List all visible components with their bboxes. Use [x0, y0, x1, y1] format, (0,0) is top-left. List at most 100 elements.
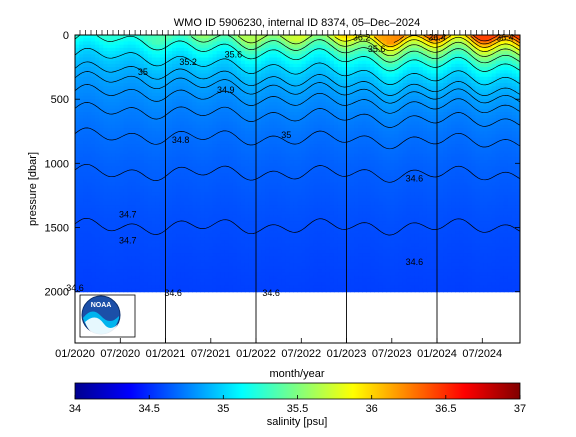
salinity-cell — [99, 112, 104, 116]
salinity-cell — [143, 67, 149, 71]
salinity-cell — [111, 163, 117, 168]
salinity-cell — [228, 237, 234, 241]
salinity-cell — [147, 51, 153, 55]
salinity-cell — [220, 131, 226, 136]
salinity-cell — [119, 160, 125, 164]
salinity-cell — [212, 137, 218, 142]
salinity-cell — [119, 256, 125, 261]
salinity-cell — [107, 266, 113, 270]
salinity-cell — [196, 256, 202, 261]
salinity-cell — [119, 182, 125, 187]
salinity-cell — [309, 282, 315, 286]
salinity-cell — [103, 262, 108, 267]
salinity-cell — [216, 253, 222, 257]
salinity-cell — [212, 256, 218, 261]
salinity-cell — [172, 163, 177, 168]
salinity-cell — [277, 57, 282, 62]
salinity-cell — [321, 253, 327, 257]
salinity-cell — [192, 240, 197, 245]
salinity-field — [75, 35, 520, 293]
salinity-cell — [75, 211, 80, 216]
salinity-cell — [155, 221, 161, 225]
salinity-cell — [232, 269, 238, 274]
salinity-cell — [75, 237, 80, 241]
salinity-cell — [220, 112, 226, 116]
salinity-cell — [147, 92, 153, 97]
salinity-cell — [200, 198, 206, 203]
salinity-cell — [273, 108, 278, 113]
salinity-cell — [248, 131, 254, 136]
salinity-cell — [277, 73, 282, 78]
salinity-cell — [216, 147, 222, 152]
salinity-cell — [244, 249, 250, 254]
salinity-cell — [228, 70, 234, 75]
salinity-cell — [248, 38, 254, 43]
salinity-cell — [236, 76, 242, 81]
salinity-cell — [111, 272, 117, 277]
salinity-cell — [95, 227, 100, 232]
salinity-cell — [224, 35, 230, 39]
salinity-cell — [87, 144, 92, 148]
salinity-cell — [87, 166, 92, 171]
salinity-cell — [313, 108, 319, 113]
salinity-cell — [188, 51, 193, 55]
salinity-cell — [277, 275, 282, 280]
salinity-cell — [204, 201, 210, 206]
salinity-cell — [192, 266, 197, 270]
salinity-cell — [91, 211, 96, 216]
salinity-cell — [155, 57, 161, 62]
salinity-cell — [79, 208, 84, 213]
salinity-cell — [103, 51, 108, 55]
salinity-cell — [95, 73, 100, 78]
salinity-cell — [159, 105, 165, 110]
salinity-cell — [301, 185, 307, 190]
salinity-cell — [305, 147, 311, 152]
salinity-cell — [131, 44, 137, 49]
salinity-cell — [164, 253, 169, 257]
salinity-cell — [305, 243, 311, 248]
salinity-cell — [79, 63, 84, 68]
salinity-cell — [269, 253, 274, 257]
salinity-cell — [75, 124, 80, 129]
salinity-cell — [253, 73, 258, 78]
salinity-cell — [253, 79, 258, 84]
salinity-cell — [228, 285, 234, 290]
salinity-cell — [83, 230, 88, 235]
salinity-cell — [196, 124, 202, 129]
salinity-cell — [176, 92, 181, 97]
salinity-cell — [200, 195, 206, 200]
salinity-cell — [240, 128, 246, 132]
salinity-cell — [273, 160, 278, 164]
salinity-cell — [236, 163, 242, 168]
salinity-cell — [159, 63, 165, 68]
salinity-cell — [159, 54, 165, 59]
salinity-cell — [143, 89, 149, 94]
salinity-cell — [123, 102, 129, 107]
salinity-cell — [248, 285, 254, 290]
salinity-cell — [155, 208, 161, 213]
salinity-cell — [305, 224, 311, 229]
salinity-cell — [289, 89, 295, 94]
salinity-cell — [151, 262, 157, 267]
salinity-cell — [261, 51, 266, 55]
salinity-cell — [123, 83, 129, 87]
salinity-cell — [87, 172, 92, 177]
salinity-cell — [200, 115, 206, 120]
salinity-cell — [281, 99, 286, 103]
salinity-cell — [180, 211, 185, 216]
salinity-cell — [188, 272, 193, 277]
salinity-cell — [269, 237, 274, 241]
salinity-cell — [220, 54, 226, 59]
salinity-cell — [139, 147, 145, 152]
salinity-cell — [261, 266, 266, 270]
salinity-cell — [301, 166, 307, 171]
salinity-cell — [135, 249, 141, 254]
salinity-cell — [192, 189, 197, 193]
salinity-cell — [265, 147, 270, 152]
salinity-cell — [248, 105, 254, 110]
salinity-cell — [289, 211, 295, 216]
salinity-cell — [325, 92, 331, 97]
salinity-cell — [188, 76, 193, 81]
salinity-cell — [301, 214, 307, 219]
salinity-cell — [168, 99, 173, 103]
